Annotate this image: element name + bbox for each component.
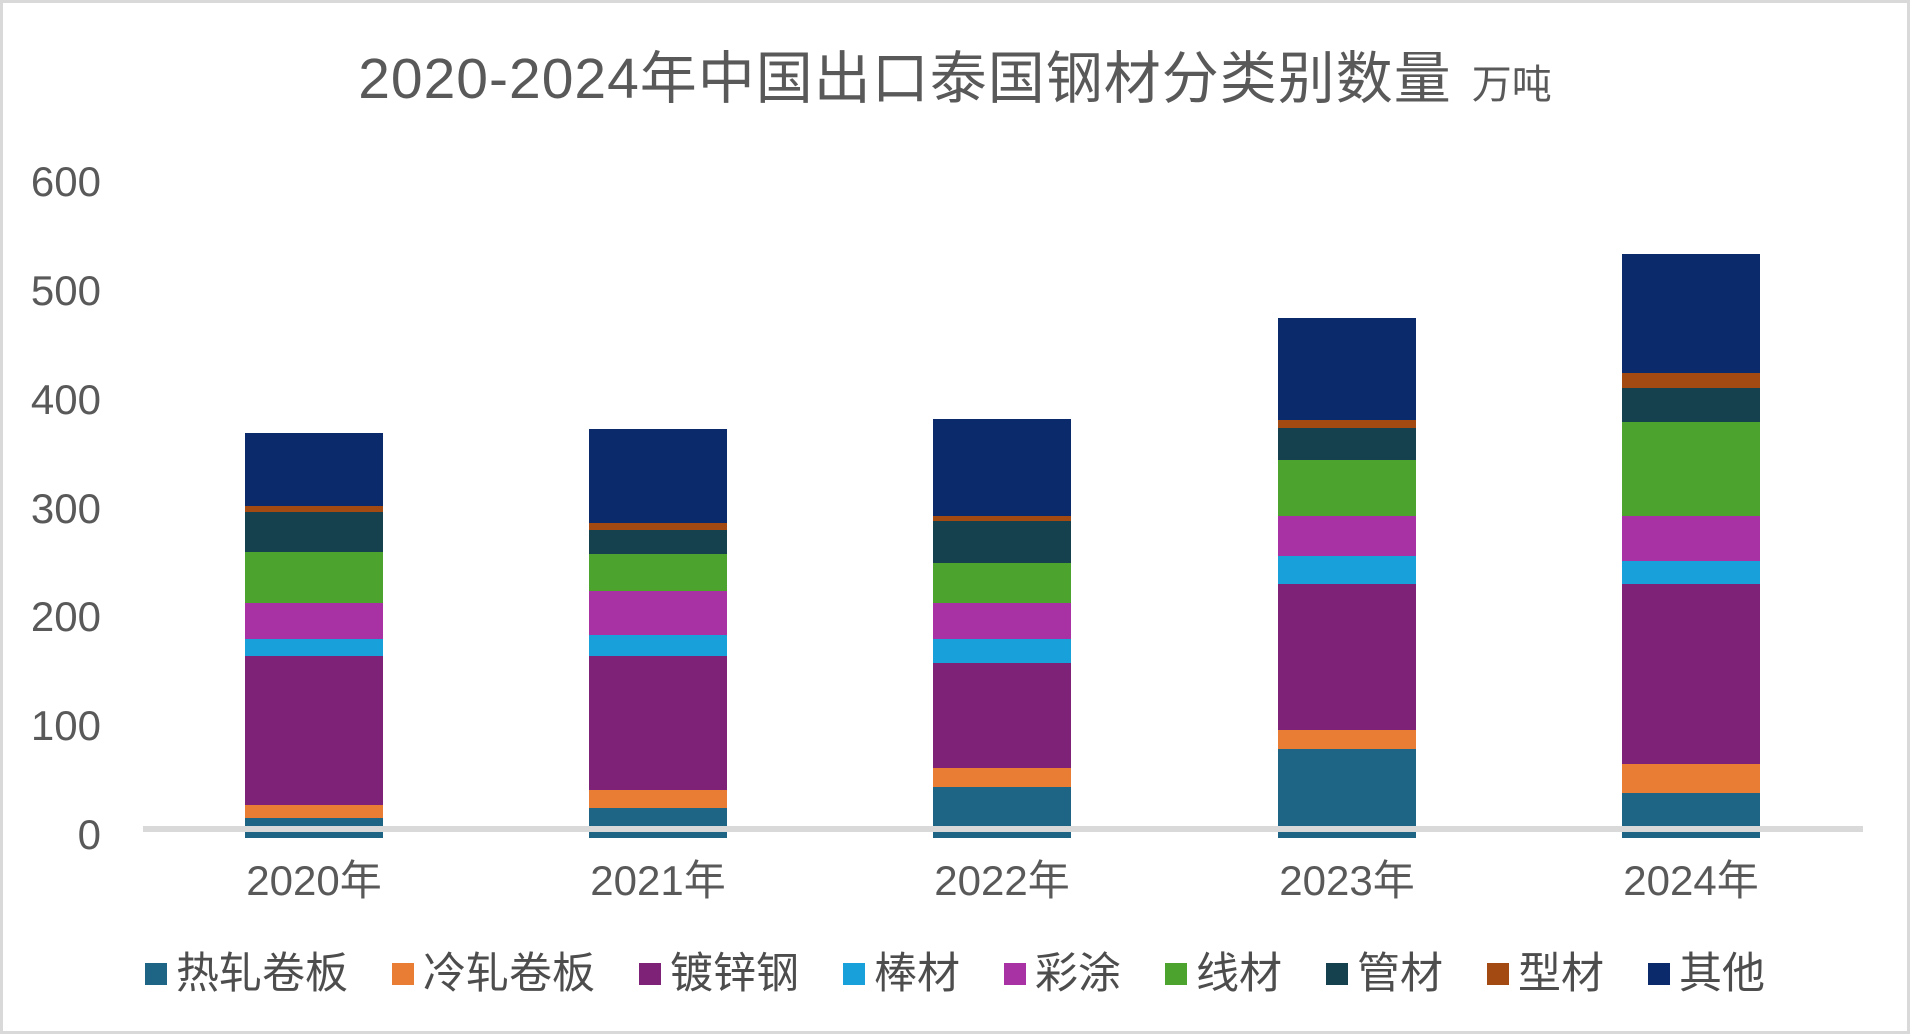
y-tick-label-100: 100 bbox=[30, 702, 101, 750]
legend-swatch-icon bbox=[392, 963, 414, 985]
bar-segment-2021年-型材 bbox=[589, 523, 727, 530]
bar-segment-2021年-其他 bbox=[589, 428, 727, 524]
bar-segment-2022年-线材 bbox=[933, 562, 1071, 603]
chart-title: 2020-2024年中国出口泰国钢材分类别数量 bbox=[358, 47, 1452, 111]
legend-swatch-icon bbox=[1004, 963, 1026, 985]
bar-segment-2024年-线材 bbox=[1622, 422, 1760, 516]
bar-segment-2020年-棒材 bbox=[245, 638, 383, 657]
bar-segment-2021年-棒材 bbox=[589, 635, 727, 657]
x-axis-label-2024年: 2024年 bbox=[1623, 857, 1759, 904]
bar-segment-2022年-彩涂 bbox=[933, 602, 1071, 639]
legend-swatch-icon bbox=[1648, 963, 1670, 985]
bar-segment-2020年-彩涂 bbox=[245, 602, 383, 639]
chart-unit-label: 万吨 bbox=[1471, 63, 1552, 107]
y-tick-label-200: 200 bbox=[30, 593, 101, 641]
bar-segment-2022年-其他 bbox=[933, 418, 1071, 516]
bar-segment-2024年-型材 bbox=[1622, 373, 1760, 389]
legend-swatch-icon bbox=[1165, 963, 1187, 985]
bar-segment-2020年-冷轧卷板 bbox=[245, 805, 383, 819]
bar-segment-2022年-管材 bbox=[933, 521, 1071, 563]
y-tick-label-0: 0 bbox=[77, 811, 101, 858]
bar-segment-2023年-型材 bbox=[1278, 419, 1416, 428]
bar-2021年 bbox=[589, 428, 727, 838]
bar-segment-2022年-型材 bbox=[933, 515, 1071, 522]
y-tick-label-600: 600 bbox=[30, 158, 101, 206]
bar-segment-2020年-型材 bbox=[245, 505, 383, 513]
legend-swatch-icon bbox=[1487, 963, 1509, 985]
y-tick-label-300: 300 bbox=[30, 484, 101, 532]
bar-segment-2022年-棒材 bbox=[933, 638, 1071, 663]
legend-item-棒材: 棒材 bbox=[843, 951, 960, 997]
bar-2020年 bbox=[245, 433, 383, 838]
y-tick-label-500: 500 bbox=[30, 267, 101, 314]
bar-segment-2021年-彩涂 bbox=[589, 590, 727, 636]
bar-segment-2022年-冷轧卷板 bbox=[933, 768, 1071, 787]
legend-swatch-icon bbox=[145, 963, 167, 985]
x-axis-label-2020年: 2020年 bbox=[246, 857, 382, 904]
bar-segment-2024年-其他 bbox=[1622, 253, 1760, 374]
legend-label: 线材 bbox=[1196, 950, 1282, 998]
bar-segment-2020年-其他 bbox=[245, 433, 383, 506]
legend-label: 冷轧卷板 bbox=[423, 950, 595, 998]
bar-segment-2023年-镀锌钢 bbox=[1278, 584, 1416, 731]
bar-segment-2023年-其他 bbox=[1278, 317, 1416, 420]
legend-item-彩涂: 彩涂 bbox=[1004, 951, 1121, 997]
bar-segment-2023年-彩涂 bbox=[1278, 515, 1416, 556]
bar-segment-2023年-热轧卷板 bbox=[1278, 748, 1416, 838]
bar-2024年 bbox=[1622, 253, 1760, 838]
legend-label: 型材 bbox=[1518, 950, 1604, 998]
bar-segment-2020年-镀锌钢 bbox=[245, 656, 383, 806]
chart-title-row: 2020-2024年中国出口泰国钢材分类别数量 万吨 bbox=[3, 33, 1907, 115]
legend-swatch-icon bbox=[843, 963, 865, 985]
legend-label: 棒材 bbox=[874, 950, 960, 998]
legend-swatch-icon bbox=[1326, 963, 1348, 985]
bar-segment-2021年-镀锌钢 bbox=[589, 656, 727, 790]
legend-item-管材: 管材 bbox=[1326, 951, 1443, 997]
bar-segment-2022年-镀锌钢 bbox=[933, 662, 1071, 769]
legend-item-热轧卷板: 热轧卷板 bbox=[145, 951, 348, 997]
legend-item-镀锌钢: 镀锌钢 bbox=[639, 951, 799, 997]
bar-2022年 bbox=[933, 418, 1071, 838]
zero-axis-line bbox=[143, 826, 1863, 832]
bar-segment-2024年-棒材 bbox=[1622, 561, 1760, 585]
legend: 热轧卷板 冷轧卷板 镀锌钢 棒材 彩涂 线材 管材 型材 其他 bbox=[3, 951, 1907, 997]
bar-segment-2020年-管材 bbox=[245, 512, 383, 552]
legend-label: 管材 bbox=[1357, 950, 1443, 998]
bar-segment-2023年-冷轧卷板 bbox=[1278, 730, 1416, 749]
bar-2023年 bbox=[1278, 317, 1416, 838]
x-axis-label-2023年: 2023年 bbox=[1279, 857, 1415, 904]
y-tick-label-400: 400 bbox=[30, 375, 101, 423]
bar-segment-2023年-棒材 bbox=[1278, 555, 1416, 585]
legend-label: 彩涂 bbox=[1035, 950, 1121, 998]
legend-item-型材: 型材 bbox=[1487, 951, 1604, 997]
bar-segment-2024年-管材 bbox=[1622, 388, 1760, 423]
legend-label: 热轧卷板 bbox=[176, 950, 348, 998]
bar-segment-2021年-管材 bbox=[589, 529, 727, 554]
legend-item-线材: 线材 bbox=[1165, 951, 1282, 997]
bar-segment-2021年-热轧卷板 bbox=[589, 808, 727, 838]
bar-segment-2023年-线材 bbox=[1278, 460, 1416, 516]
legend-label: 镀锌钢 bbox=[670, 950, 799, 998]
x-axis-label-2022年: 2022年 bbox=[934, 857, 1070, 904]
x-axis-label-2021年: 2021年 bbox=[590, 857, 726, 904]
legend-label: 其他 bbox=[1679, 950, 1765, 998]
legend-item-其他: 其他 bbox=[1648, 951, 1765, 997]
bar-segment-2021年-线材 bbox=[589, 553, 727, 591]
bar-segment-2021年-冷轧卷板 bbox=[589, 789, 727, 809]
bar-segment-2024年-冷轧卷板 bbox=[1622, 763, 1760, 794]
legend-swatch-icon bbox=[639, 963, 661, 985]
legend-item-冷轧卷板: 冷轧卷板 bbox=[392, 951, 595, 997]
bar-segment-2024年-彩涂 bbox=[1622, 515, 1760, 562]
bar-segment-2020年-线材 bbox=[245, 551, 383, 603]
bar-segment-2024年-镀锌钢 bbox=[1622, 584, 1760, 764]
bar-segment-2023年-管材 bbox=[1278, 427, 1416, 461]
